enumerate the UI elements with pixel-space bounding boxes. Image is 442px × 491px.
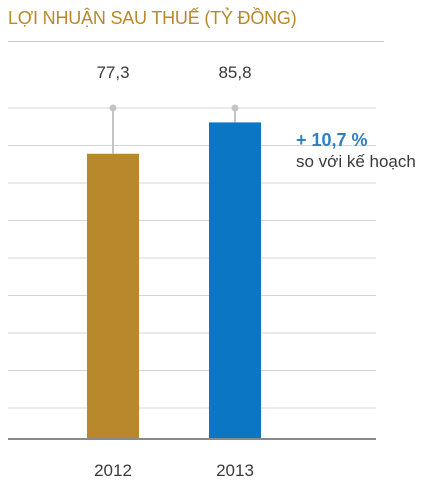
x-tick-label: 2013 <box>216 461 254 480</box>
chart-title: LỢI NHUẬN SAU THUẾ (TỶ ĐỒNG) <box>8 8 297 28</box>
bar-2013 <box>209 122 261 439</box>
bar-marker <box>231 104 239 112</box>
bar-marker <box>109 104 117 112</box>
x-tick-label: 2012 <box>94 461 132 480</box>
growth-note: so với kế hoạch <box>296 152 416 171</box>
value-label: 77,3 <box>96 63 129 82</box>
value-label: 85,8 <box>218 63 251 82</box>
growth-percent: + 10,7 % <box>296 130 368 150</box>
growth-annotation: + 10,7 % so với kế hoạch <box>296 129 416 173</box>
title-divider <box>8 41 384 42</box>
bar-2012 <box>87 153 139 439</box>
